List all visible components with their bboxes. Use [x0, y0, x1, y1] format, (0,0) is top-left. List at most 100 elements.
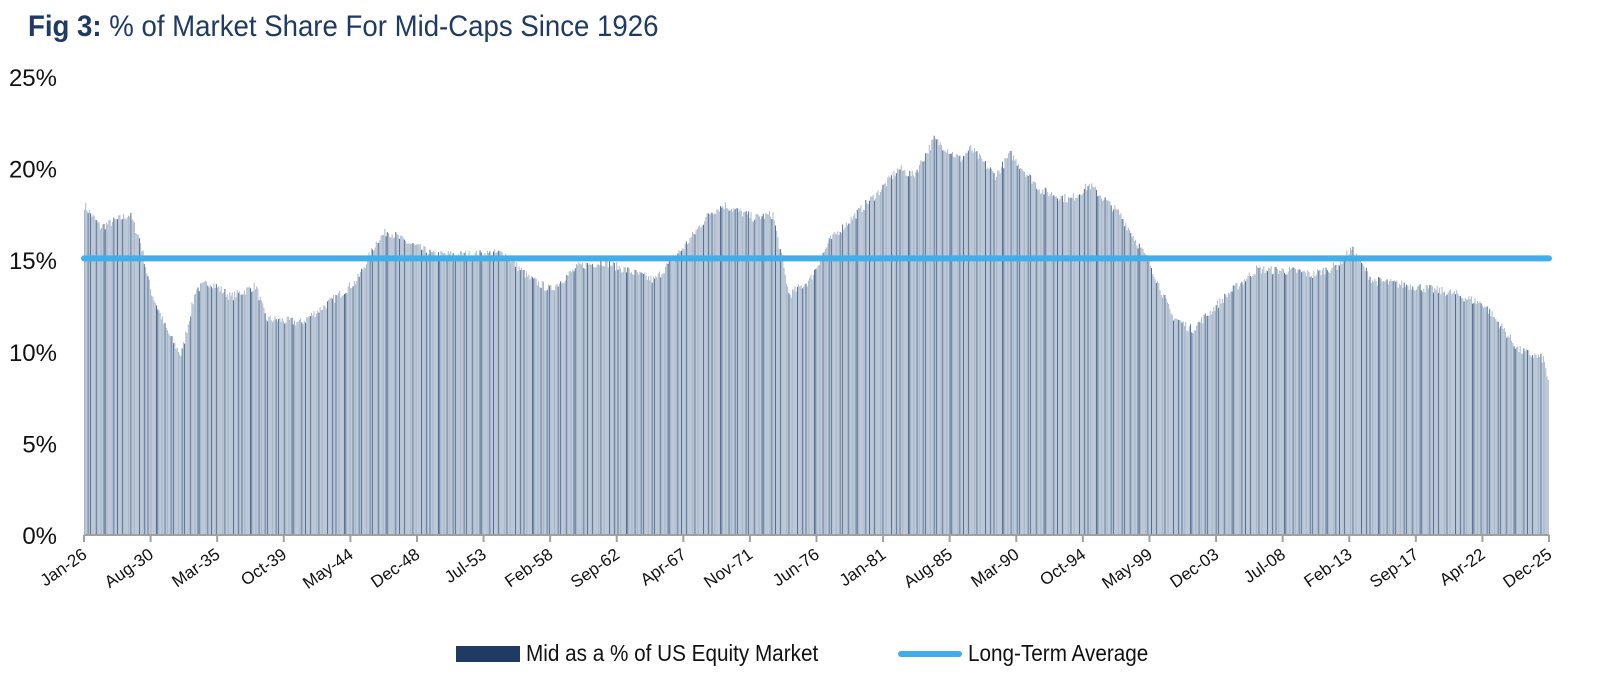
bar	[604, 266, 606, 535]
bar	[1065, 202, 1067, 535]
legend: Mid as a % of US Equity Market Long-Term…	[0, 640, 1624, 667]
bar	[1057, 198, 1058, 536]
bar	[140, 243, 142, 535]
bar	[707, 213, 709, 535]
bar	[698, 226, 700, 535]
bar	[956, 154, 958, 535]
bar	[1237, 289, 1239, 535]
bar	[584, 268, 586, 535]
bar	[1230, 291, 1232, 535]
bar	[1326, 270, 1328, 535]
bar	[1038, 189, 1040, 535]
bar	[258, 300, 260, 535]
bar	[1522, 353, 1524, 535]
bar	[659, 271, 660, 535]
bar	[1185, 322, 1187, 535]
bar	[400, 235, 402, 536]
bar	[950, 153, 952, 535]
bar	[1473, 303, 1475, 535]
bar	[219, 291, 221, 535]
bar	[810, 274, 812, 535]
bar	[495, 252, 497, 535]
bar	[142, 250, 144, 535]
bar	[622, 271, 624, 535]
bar	[86, 210, 88, 535]
bar	[1176, 318, 1178, 535]
bar	[820, 259, 822, 535]
bar	[633, 275, 635, 535]
bar	[273, 320, 275, 535]
bar	[319, 307, 321, 535]
bar	[607, 267, 609, 535]
bar	[1033, 181, 1035, 535]
bar	[1177, 319, 1179, 535]
bar	[1122, 219, 1124, 536]
bar	[1352, 246, 1354, 535]
bar	[1307, 270, 1309, 535]
bar	[306, 317, 308, 535]
bar	[1094, 186, 1096, 535]
bar	[825, 248, 827, 535]
bar	[550, 284, 552, 535]
bar	[1513, 346, 1515, 535]
bar	[983, 161, 985, 535]
bar	[611, 265, 613, 535]
bar	[457, 253, 459, 535]
bar	[1512, 342, 1514, 535]
bar	[188, 321, 190, 535]
bar	[302, 324, 304, 535]
bar	[510, 262, 512, 535]
bar	[545, 291, 547, 535]
bar	[1016, 165, 1018, 535]
bar	[386, 232, 388, 535]
bar	[513, 260, 515, 535]
bar	[1391, 281, 1393, 535]
bar	[1196, 325, 1198, 535]
bar	[1301, 272, 1303, 535]
bar	[766, 213, 768, 535]
bar	[1235, 283, 1237, 535]
bar	[519, 270, 521, 535]
bar	[1502, 329, 1504, 535]
bar	[1360, 262, 1362, 535]
bar	[699, 225, 701, 535]
bar	[402, 237, 404, 535]
bar	[1414, 290, 1416, 535]
bar	[762, 213, 764, 535]
bar	[1539, 357, 1541, 535]
bar	[1491, 311, 1493, 535]
bar	[567, 275, 569, 535]
bar	[1375, 280, 1377, 535]
y-tick-label: 0%	[22, 523, 57, 550]
bar	[876, 192, 878, 535]
bar	[1129, 229, 1131, 535]
bar	[289, 320, 291, 535]
bar	[223, 292, 225, 535]
bar	[851, 219, 853, 535]
bar	[1243, 279, 1245, 535]
bar	[1229, 294, 1231, 535]
bar	[1035, 182, 1037, 535]
bar	[1328, 271, 1330, 535]
bar	[101, 227, 103, 535]
bar	[1099, 195, 1101, 535]
bar	[1428, 288, 1430, 535]
bar	[1070, 197, 1072, 535]
bar	[312, 315, 314, 535]
bar	[1433, 292, 1434, 535]
bar	[369, 257, 371, 535]
bar	[1431, 286, 1433, 535]
bar	[318, 312, 320, 535]
bar	[932, 139, 934, 535]
legend-item-long-term-average: Long-Term Average	[898, 640, 1168, 667]
bar	[250, 288, 252, 535]
bar	[980, 155, 982, 535]
bar	[110, 225, 112, 536]
bar	[523, 270, 525, 535]
bar	[1136, 245, 1138, 536]
bar	[1546, 376, 1548, 535]
bar	[655, 275, 657, 535]
bar	[916, 169, 918, 535]
bar	[276, 321, 278, 535]
bar	[1426, 285, 1428, 535]
